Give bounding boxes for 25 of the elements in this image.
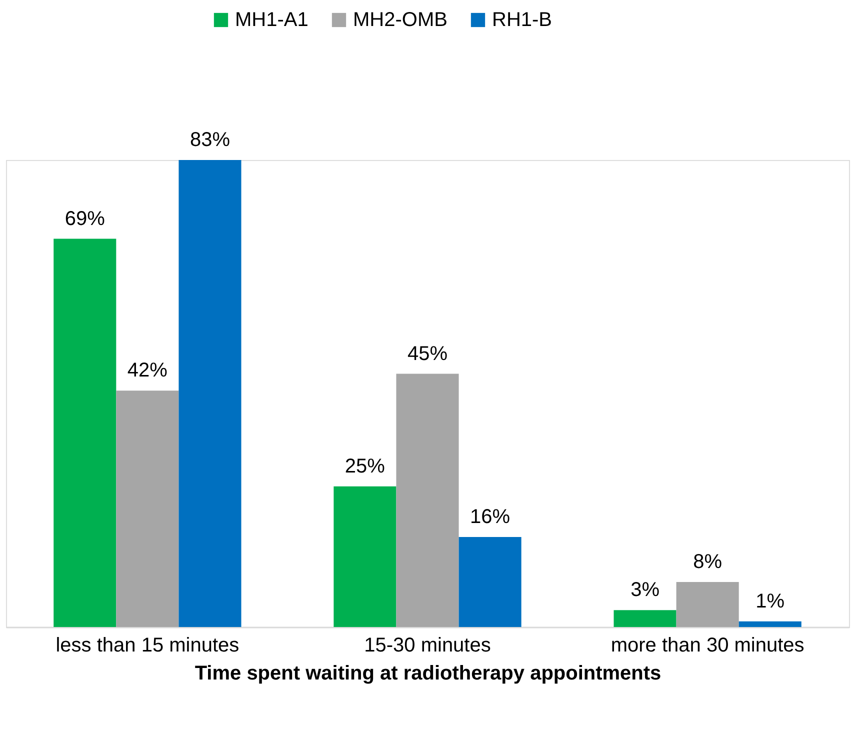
x-tick-label: more than 30 minutes xyxy=(610,634,804,656)
bar xyxy=(738,621,802,627)
bar xyxy=(334,486,396,627)
bar xyxy=(178,160,242,627)
x-tick-label: less than 15 minutes xyxy=(56,634,240,656)
bar xyxy=(54,238,116,627)
legend-label: MH1-A1 xyxy=(235,9,308,31)
data-label: 25% xyxy=(344,455,386,478)
legend-label: MH2-OMB xyxy=(353,9,448,31)
x-axis-title: Time spent waiting at radiotherapy appointments xyxy=(194,662,662,684)
bar xyxy=(396,374,459,627)
data-label: 69% xyxy=(64,208,106,230)
data-label: 42% xyxy=(127,360,168,382)
bar xyxy=(614,610,676,627)
data-label: 16% xyxy=(470,506,510,528)
x-tick-label: 15-30 minutes xyxy=(364,634,491,656)
bar xyxy=(116,390,179,627)
data-label: 45% xyxy=(407,342,448,365)
bar xyxy=(676,582,739,627)
legend-label: RH1-B xyxy=(492,9,552,31)
data-label: 1% xyxy=(756,590,785,612)
data-label: 3% xyxy=(630,579,660,602)
data-label: 8% xyxy=(693,550,722,573)
bar xyxy=(458,536,522,627)
data-label: 83% xyxy=(190,129,230,151)
